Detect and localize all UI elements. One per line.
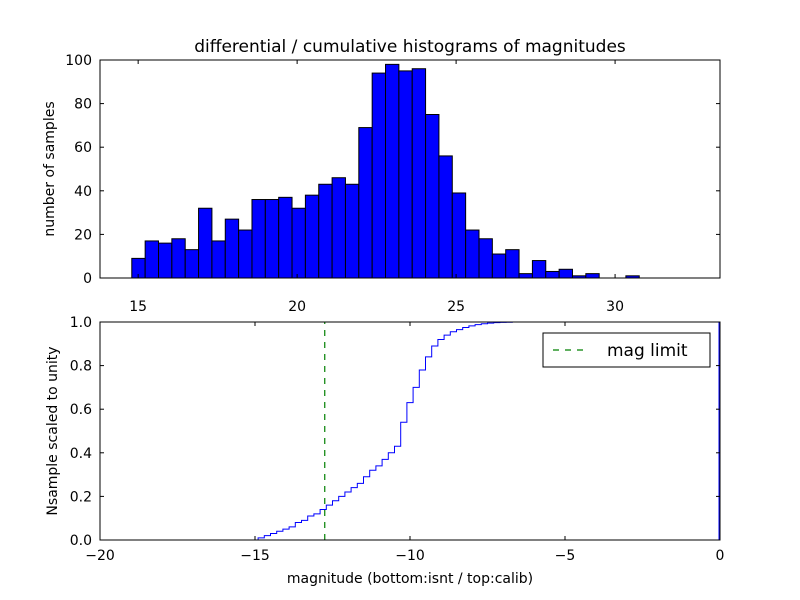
histogram-bar — [585, 273, 600, 279]
histogram-ytick-label: 40 — [74, 184, 92, 200]
histogram-bar — [545, 270, 560, 279]
histogram-bar — [158, 242, 173, 279]
histogram-bar — [144, 240, 160, 279]
histogram-title: differential / cumulative histograms of … — [194, 37, 626, 57]
histogram-bars — [131, 63, 640, 279]
histogram-bar — [184, 249, 200, 279]
histogram-panel: differential / cumulative histograms of … — [42, 37, 721, 315]
histogram-bar — [304, 194, 320, 279]
cumulative-ytick-label: 0.2 — [70, 489, 92, 505]
histogram-ytick-label: 20 — [74, 227, 92, 243]
cumulative-xlabel: magnitude (bottom:isnt / top:calib) — [287, 571, 533, 587]
histogram-bar — [278, 196, 293, 279]
cumulative-xtick-label: −5 — [555, 548, 576, 564]
histogram-xtick-label: 30 — [606, 299, 624, 315]
cumulative-xtick-label: −15 — [240, 548, 270, 564]
histogram-bar — [411, 68, 427, 279]
cumulative-ticks: −20 −15 −10 −5 0 0.0 0.2 0.4 0.6 0.8 1.0 — [70, 315, 725, 564]
histogram-bar — [171, 238, 186, 279]
histogram-xtick-label: 25 — [447, 299, 465, 315]
histogram-bar — [251, 199, 266, 279]
cumulative-ylabel: Nsample scaled to unity — [45, 346, 61, 515]
histogram-bar — [224, 218, 240, 279]
cumulative-ytick-label: 0.4 — [70, 446, 92, 462]
legend: mag limit — [542, 332, 711, 368]
cumulative-ytick-label: 0.0 — [70, 533, 92, 549]
histogram-xtick-label: 20 — [288, 299, 306, 315]
cumulative-step-line — [100, 321, 720, 541]
histogram-bar — [331, 177, 346, 279]
cumulative-ytick-label: 1.0 — [70, 315, 92, 331]
cumulative-ytick-label: 0.6 — [70, 402, 92, 418]
histogram-bar — [531, 260, 547, 279]
histogram-bar — [491, 253, 507, 279]
cumulative-ytick-label: 0.8 — [70, 359, 92, 375]
histogram-bar — [238, 229, 253, 279]
histogram-ytick-label: 100 — [65, 53, 92, 69]
histogram-bar — [478, 238, 493, 279]
histogram-bar — [358, 127, 373, 279]
histogram-bar — [318, 183, 333, 279]
histogram-bar — [451, 192, 467, 279]
cumulative-panel: −20 −15 −10 −5 0 0.0 0.2 0.4 0.6 0.8 1.0 magnitude… — [45, 315, 724, 587]
histogram-bar — [518, 273, 533, 279]
cumulative-xtick-label: 0 — [716, 548, 725, 564]
histogram-bar — [198, 207, 213, 279]
histogram-bar — [371, 72, 387, 279]
histogram-bar — [558, 268, 573, 279]
histogram-bar — [505, 249, 520, 279]
legend-mag-limit-label: mag limit — [607, 341, 688, 361]
histogram-ytick-label: 80 — [74, 97, 92, 113]
cumulative-xtick-label: −20 — [85, 548, 115, 564]
cumulative-frame — [99, 321, 721, 541]
histogram-ylabel: number of samples — [42, 101, 58, 236]
histogram-frame — [99, 59, 721, 279]
histogram-bar — [465, 229, 480, 279]
cumulative-lines — [100, 321, 720, 541]
histogram-bar — [264, 199, 280, 279]
histogram-xtick-label: 15 — [129, 299, 147, 315]
histogram-bar — [344, 183, 360, 279]
histogram-bar — [291, 207, 306, 279]
histogram-bar — [385, 63, 400, 279]
histogram-ytick-label: 60 — [74, 140, 92, 156]
histogram-ytick-label: 0 — [83, 271, 92, 287]
histogram-bar — [398, 70, 413, 279]
histogram-bar — [425, 114, 440, 279]
histogram-bar — [211, 240, 226, 279]
cumulative-xtick-label: −10 — [395, 548, 425, 564]
histogram-bar — [438, 155, 453, 279]
